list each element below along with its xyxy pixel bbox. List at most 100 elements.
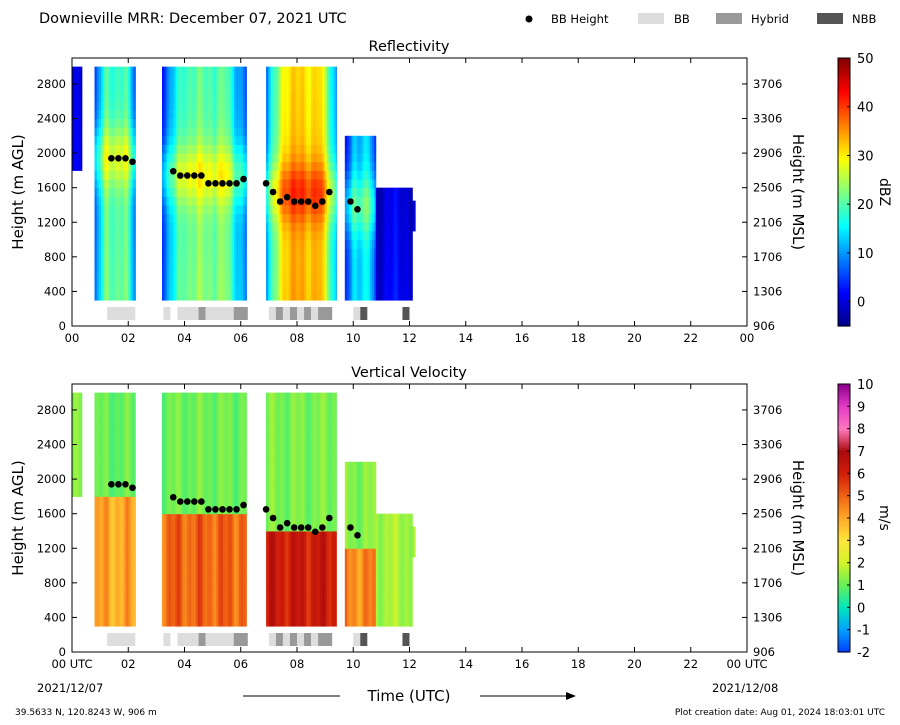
heatmap-cell bbox=[162, 617, 165, 627]
heatmap-cell bbox=[322, 187, 326, 197]
heatmap-cell bbox=[200, 282, 203, 292]
heatmap-cell bbox=[270, 179, 274, 189]
heatmap-cell bbox=[365, 179, 368, 189]
heatmap-cell bbox=[110, 282, 113, 292]
heatmap-cell bbox=[193, 401, 197, 411]
heatmap-cell bbox=[227, 109, 230, 120]
heatmap-cell bbox=[266, 135, 269, 145]
heatmap-cell bbox=[128, 230, 131, 241]
heatmap-cell bbox=[81, 144, 83, 154]
reflectivity-ylabel: Height (m AGL) bbox=[9, 134, 27, 249]
heatmap-cell bbox=[266, 109, 269, 120]
heatmap-cell bbox=[220, 248, 224, 258]
heatmap-cell bbox=[171, 565, 174, 575]
heatmap-cell bbox=[101, 204, 104, 215]
heatmap-cell bbox=[130, 522, 134, 532]
heatmap-cell bbox=[216, 187, 219, 197]
heatmap-cell bbox=[119, 505, 122, 515]
heatmap-cell bbox=[275, 153, 278, 163]
heatmap-cell bbox=[272, 204, 276, 215]
heatmap-cell bbox=[202, 144, 206, 154]
colorbar-cell bbox=[838, 60, 850, 64]
heatmap-cell bbox=[315, 230, 319, 241]
heatmap-cell bbox=[275, 135, 278, 145]
heatmap-cell bbox=[308, 75, 312, 85]
heatmap-cell bbox=[231, 617, 235, 627]
heatmap-cell bbox=[173, 204, 176, 215]
heatmap-cell bbox=[74, 101, 77, 111]
heatmap-cell bbox=[411, 239, 413, 249]
heatmap-cell bbox=[177, 109, 181, 120]
heatmap-cell bbox=[335, 127, 337, 137]
heatmap-cell bbox=[103, 453, 107, 463]
heatmap-cell bbox=[225, 161, 228, 171]
heatmap-cell bbox=[324, 92, 328, 102]
heatmap-cell bbox=[200, 444, 203, 454]
colorbar-cell bbox=[838, 284, 850, 288]
heatmap-cell bbox=[200, 582, 203, 592]
heatmap-cell bbox=[245, 170, 247, 180]
heatmap-cell bbox=[135, 256, 136, 266]
heatmap-cell bbox=[168, 101, 172, 111]
legend-swatch-hybrid bbox=[716, 13, 742, 24]
heatmap-cell bbox=[211, 539, 215, 549]
heatmap-cell bbox=[204, 582, 208, 592]
heatmap-cell bbox=[281, 282, 285, 292]
heatmap-cell bbox=[135, 574, 136, 584]
heatmap-cell bbox=[105, 565, 109, 575]
heatmap-cell bbox=[295, 83, 299, 94]
heatmap-cell bbox=[304, 118, 308, 128]
heatmap-cell bbox=[295, 179, 299, 189]
heatmap-cell bbox=[202, 444, 206, 454]
heatmap-cell bbox=[344, 274, 348, 284]
heatmap-cell bbox=[121, 83, 125, 94]
heatmap-cell bbox=[193, 435, 197, 446]
heatmap-cell bbox=[162, 282, 165, 292]
heatmap-cell bbox=[189, 617, 192, 627]
heatmap-cell bbox=[240, 582, 244, 592]
heatmap-cell bbox=[218, 530, 221, 541]
heatmap-cell bbox=[128, 282, 131, 292]
heatmap-cell bbox=[284, 274, 287, 284]
heatmap-cell bbox=[238, 444, 242, 454]
heatmap-cell bbox=[99, 600, 102, 610]
heatmap-cell bbox=[166, 213, 170, 223]
heatmap-cell bbox=[272, 153, 276, 163]
colorbar-cell bbox=[838, 308, 850, 312]
heatmap-cell bbox=[78, 153, 82, 163]
heatmap-cell bbox=[384, 282, 388, 292]
heatmap-cell bbox=[347, 187, 350, 197]
heatmap-cell bbox=[182, 582, 185, 592]
colorbar-cell bbox=[838, 262, 850, 266]
bb-height-point bbox=[212, 180, 219, 187]
heatmap-cell bbox=[218, 617, 221, 627]
heatmap-cell bbox=[329, 282, 332, 292]
heatmap-cell bbox=[286, 161, 290, 171]
heatmap-cell bbox=[284, 83, 287, 94]
heatmap-cell bbox=[243, 574, 246, 584]
heatmap-cell bbox=[268, 83, 272, 94]
heatmap-cell bbox=[304, 291, 308, 301]
heatmap-cell bbox=[166, 444, 170, 454]
heatmap-cell bbox=[306, 109, 310, 120]
heatmap-cell bbox=[175, 600, 179, 610]
heatmap-cell bbox=[117, 83, 120, 94]
heatmap-cell bbox=[218, 75, 221, 85]
heatmap-cell bbox=[317, 265, 321, 275]
heatmap-cell bbox=[313, 213, 317, 223]
heatmap-cell bbox=[209, 539, 212, 549]
colorbar-cell bbox=[838, 228, 850, 232]
heatmap-cell bbox=[396, 222, 399, 232]
heatmap-cell bbox=[268, 401, 272, 411]
colorbar-cell bbox=[838, 131, 850, 135]
heatmap-cell bbox=[189, 135, 192, 145]
heatmap-cell bbox=[222, 92, 226, 102]
heatmap-cell bbox=[110, 291, 113, 301]
heatmap-cell bbox=[380, 204, 383, 215]
heatmap-cell bbox=[119, 179, 122, 189]
heatmap-cell bbox=[391, 213, 395, 223]
heatmap-cell bbox=[306, 127, 310, 137]
heatmap-cell bbox=[175, 196, 179, 206]
heatmap-cell bbox=[308, 282, 312, 292]
heatmap-cell bbox=[335, 161, 337, 171]
